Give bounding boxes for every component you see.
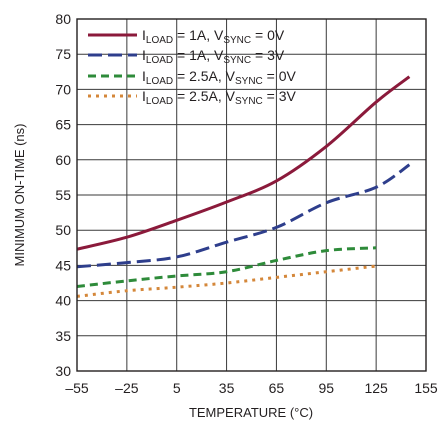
x-tick-label: 95 xyxy=(318,380,334,396)
legend-label-2: ILOAD = 1A, VSYNC = 3V xyxy=(142,47,285,66)
x-tick-label: 35 xyxy=(219,380,235,396)
y-tick-label: 70 xyxy=(55,81,71,97)
y-tick-label: 80 xyxy=(55,11,71,27)
x-axis-title: TEMPERATURE (°C) xyxy=(189,405,313,420)
y-tick-label: 75 xyxy=(55,46,71,62)
y-tick-label: 55 xyxy=(55,187,71,203)
legend-label-4: ILOAD = 2.5A, VSYNC = 3V xyxy=(142,88,297,107)
x-tick-label: 65 xyxy=(269,380,285,396)
legend-label-3: ILOAD = 2.5A, VSYNC = 0V xyxy=(142,68,297,87)
series-line-1 xyxy=(76,75,411,251)
y-tick-label: 60 xyxy=(55,152,71,168)
y-tick-label: 65 xyxy=(55,117,71,133)
series-layer xyxy=(76,75,411,298)
series-line-2 xyxy=(76,163,411,269)
y-tick-label: 35 xyxy=(55,328,71,344)
x-tick-label: –25 xyxy=(115,380,139,396)
x-tick-label: 155 xyxy=(414,380,438,396)
legend-entry-2: ILOAD = 1A, VSYNC = 3V xyxy=(88,47,285,66)
series-line-3 xyxy=(76,246,377,289)
x-tick-label: 125 xyxy=(364,380,388,396)
x-tick-label: 5 xyxy=(173,380,181,396)
x-tick-label: –55 xyxy=(65,380,89,396)
plot-frame-group xyxy=(76,18,427,372)
legend-entry-1: ILOAD = 1A, VSYNC = 0V xyxy=(88,27,285,46)
legend: ILOAD = 1A, VSYNC = 0V ILOAD = 1A, VSYNC… xyxy=(88,27,297,107)
series-line-4 xyxy=(76,264,377,298)
tick-labels: –55 –25 5 35 65 95 125 155 30 35 40 45 50 55 60 65 70 75 8… xyxy=(55,11,437,396)
legend-entry-4: ILOAD = 2.5A, VSYNC = 3V xyxy=(88,88,297,107)
y-axis-title: MINIMUM ON-TIME (ns) xyxy=(12,124,27,267)
y-tick-label: 45 xyxy=(55,257,71,273)
legend-label-1: ILOAD = 1A, VSYNC = 0V xyxy=(142,27,285,46)
legend-entry-3: ILOAD = 2.5A, VSYNC = 0V xyxy=(88,68,297,87)
y-tick-label: 30 xyxy=(55,363,71,379)
y-tick-label: 40 xyxy=(55,293,71,309)
y-tick-label: 50 xyxy=(55,222,71,238)
plot-frame xyxy=(76,18,427,372)
